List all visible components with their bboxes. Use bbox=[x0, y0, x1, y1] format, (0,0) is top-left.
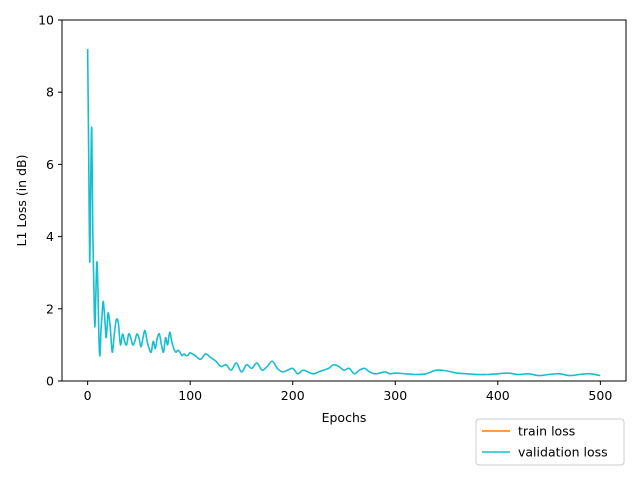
x-tick-label: 0 bbox=[84, 388, 92, 403]
series-line-validation-loss bbox=[86, 48, 601, 377]
y-axis-label: L1 Loss (in dB) bbox=[14, 155, 29, 247]
axes-frame bbox=[61, 19, 627, 382]
y-tick-label: 6 bbox=[46, 157, 54, 172]
y-tick-label: 10 bbox=[38, 13, 54, 28]
x-tick-label: 200 bbox=[281, 388, 305, 403]
x-tick-label: 500 bbox=[588, 388, 612, 403]
y-tick-label: 2 bbox=[46, 301, 54, 316]
legend: train loss validation loss bbox=[475, 418, 625, 466]
y-tick-label: 8 bbox=[46, 85, 54, 100]
x-tick-label: 400 bbox=[486, 388, 510, 403]
y-tick-label: 0 bbox=[46, 374, 54, 389]
legend-label-validation-loss: validation loss bbox=[518, 445, 608, 460]
x-axis-label: Epochs bbox=[322, 410, 367, 425]
legend-box bbox=[475, 418, 625, 466]
x-tick-label: 100 bbox=[178, 388, 202, 403]
y-tick-label: 4 bbox=[46, 229, 54, 244]
y-axis-ticks: 0 2 4 6 8 10 bbox=[38, 13, 62, 389]
legend-label-train-loss: train loss bbox=[518, 424, 575, 439]
series-layer bbox=[86, 48, 601, 377]
x-tick-label: 300 bbox=[383, 388, 407, 403]
x-axis-ticks: 0 100 200 300 400 500 bbox=[84, 381, 612, 403]
